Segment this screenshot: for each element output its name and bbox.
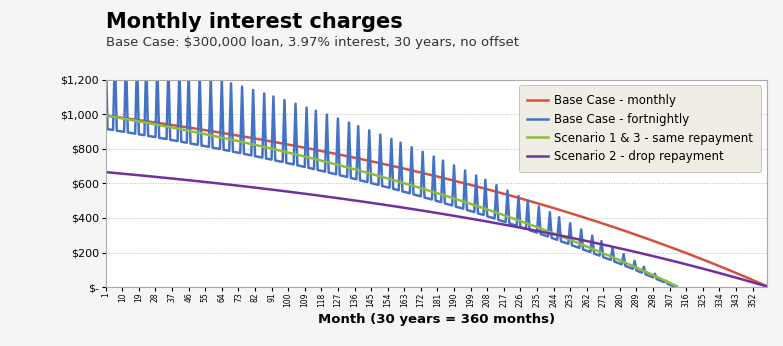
- Scenario 2 - drop repayment: [320, 194, 330, 199]
- Scenario 2 - drop repayment: [182, 178, 192, 182]
- Scenario 1 & 3 - same repayment: [352, 168, 361, 172]
- Line: Scenario 1 & 3 - same repayment: Scenario 1 & 3 - same repayment: [106, 116, 677, 286]
- Base Case - fortnightly: [101, 47, 110, 52]
- Scenario 1 & 3 - same repayment: [514, 218, 523, 222]
- Line: Base Case - monthly: Base Case - monthly: [106, 116, 767, 286]
- Base Case - fortnightly: [280, 98, 289, 102]
- Text: Base Case: $300,000 loan, 3.97% interest, 30 years, no offset: Base Case: $300,000 loan, 3.97% interest…: [106, 36, 518, 49]
- Scenario 2 - drop repayment: [298, 191, 308, 195]
- Scenario 1 & 3 - same repayment: [673, 284, 682, 288]
- Base Case - fortnightly: [165, 138, 175, 142]
- Base Case - monthly: [298, 145, 308, 149]
- Scenario 1 & 3 - same repayment: [248, 142, 258, 146]
- Line: Scenario 2 - drop repayment: Scenario 2 - drop repayment: [106, 172, 767, 286]
- Scenario 2 - drop repayment: [763, 284, 772, 289]
- Scenario 1 & 3 - same repayment: [169, 126, 179, 130]
- Base Case - fortnightly: [670, 285, 680, 289]
- Scenario 1 & 3 - same repayment: [549, 231, 558, 236]
- Base Case - monthly: [391, 164, 400, 169]
- Base Case - monthly: [320, 149, 330, 154]
- Base Case - fortnightly: [372, 182, 381, 186]
- Scenario 2 - drop repayment: [726, 274, 735, 278]
- Scenario 2 - drop repayment: [391, 204, 400, 208]
- Base Case - monthly: [182, 125, 192, 129]
- Base Case - monthly: [331, 152, 341, 156]
- Scenario 1 & 3 - same repayment: [345, 166, 354, 170]
- Base Case - monthly: [763, 284, 772, 289]
- Scenario 2 - drop repayment: [101, 170, 110, 174]
- Legend: Base Case - monthly, Base Case - fortnightly, Scenario 1 & 3 - same repayment, S: Base Case - monthly, Base Case - fortnig…: [519, 85, 761, 172]
- Base Case - monthly: [726, 268, 735, 273]
- X-axis label: Month (30 years = 360 months): Month (30 years = 360 months): [318, 313, 555, 326]
- Base Case - fortnightly: [622, 265, 632, 269]
- Base Case - fortnightly: [348, 176, 357, 181]
- Base Case - monthly: [101, 113, 110, 118]
- Text: Monthly interest charges: Monthly interest charges: [106, 12, 402, 32]
- Scenario 1 & 3 - same repayment: [101, 113, 110, 118]
- Line: Base Case - fortnightly: Base Case - fortnightly: [106, 49, 675, 287]
- Scenario 2 - drop repayment: [331, 196, 341, 200]
- Base Case - fortnightly: [256, 155, 265, 159]
